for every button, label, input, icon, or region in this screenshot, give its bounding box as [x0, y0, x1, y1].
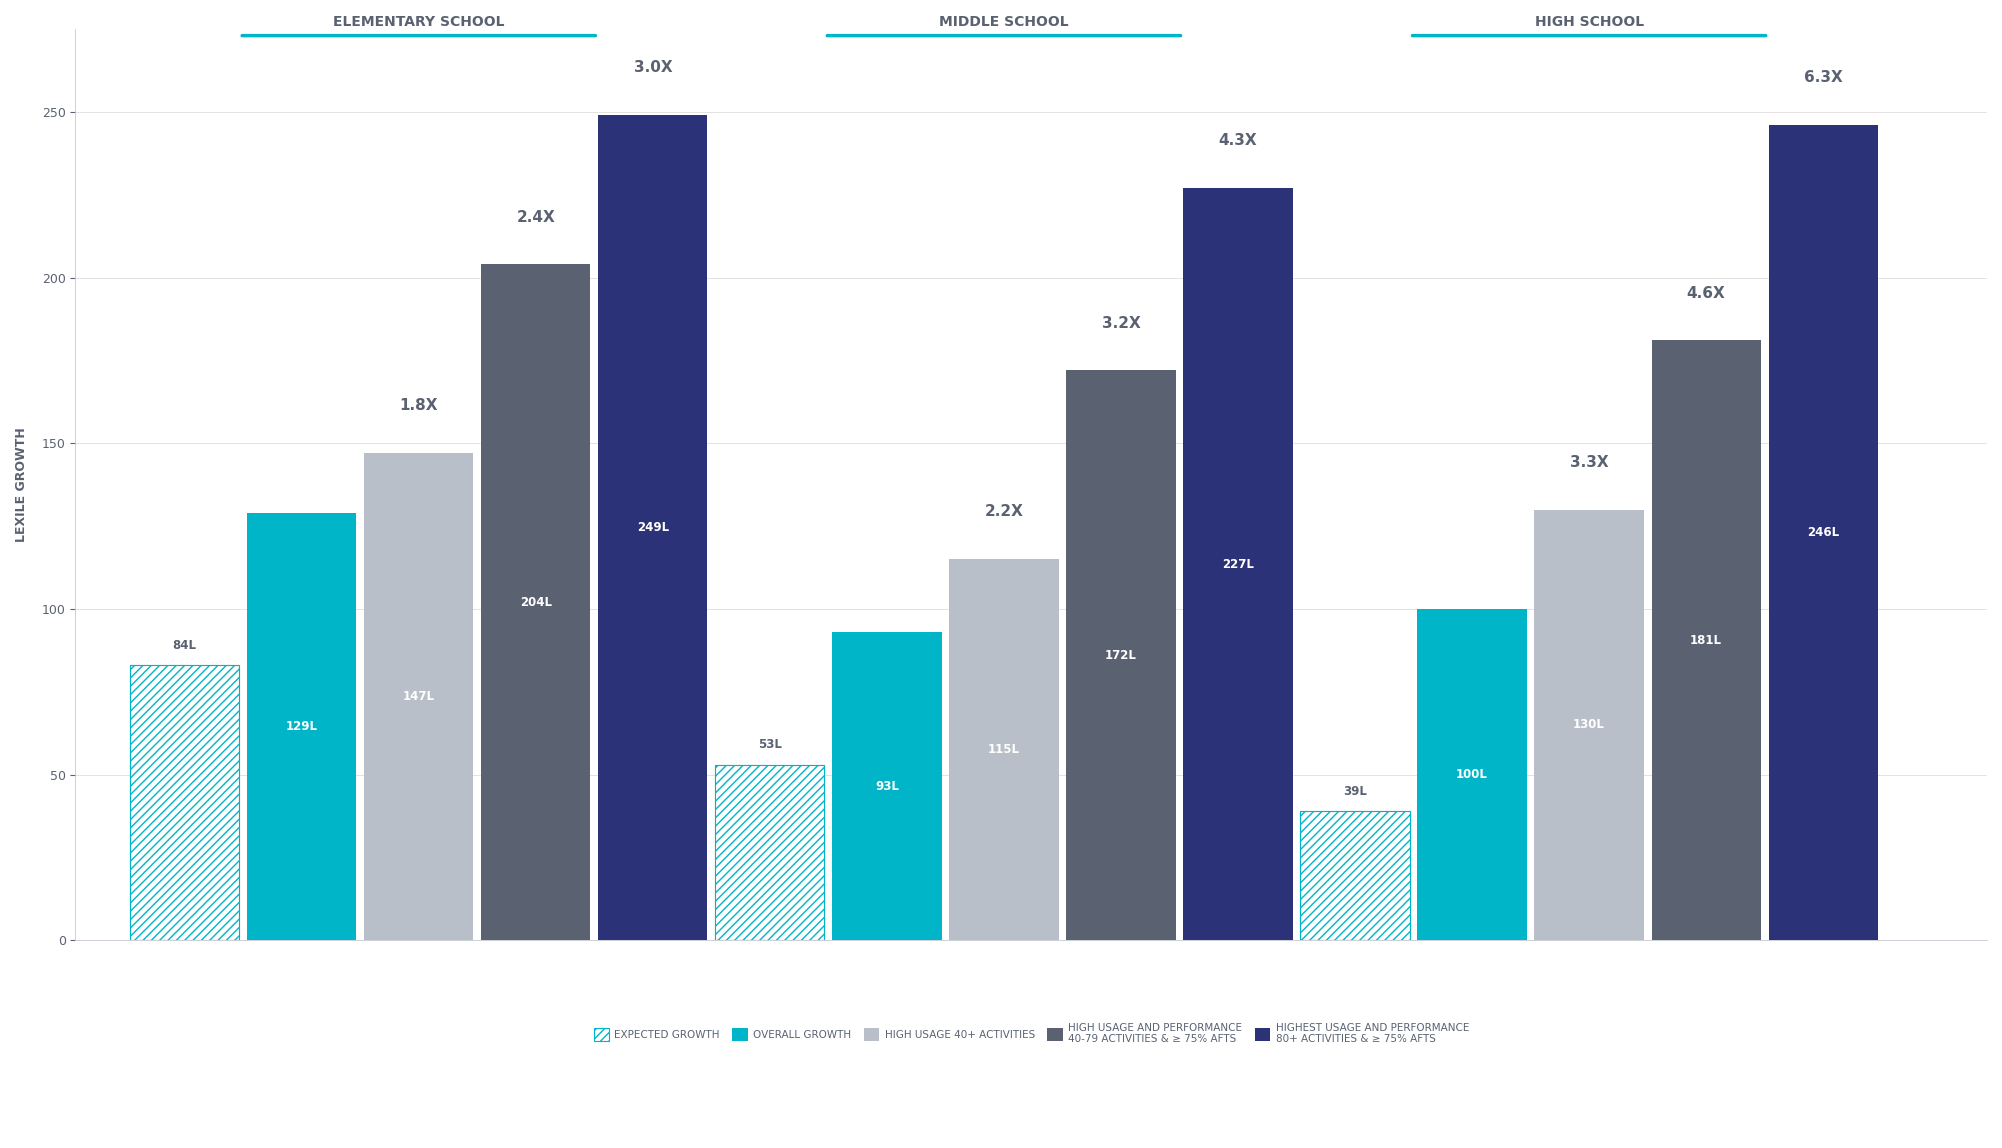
Text: 3.0X: 3.0X: [633, 61, 673, 76]
Bar: [715, 765, 825, 940]
Text: 4.6X: 4.6X: [1688, 286, 1726, 301]
Text: 2.2X: 2.2X: [985, 504, 1023, 519]
Y-axis label: LEXILE GROWTH: LEXILE GROWTH: [14, 427, 28, 542]
Text: 130L: 130L: [1574, 719, 1606, 731]
Text: 3.3X: 3.3X: [1570, 455, 1608, 470]
Text: 53L: 53L: [759, 738, 783, 752]
Bar: [1652, 341, 1760, 940]
Text: 115L: 115L: [987, 743, 1019, 757]
Text: ELEMENTARY SCHOOL: ELEMENTARY SCHOOL: [332, 15, 505, 29]
Bar: [1183, 188, 1293, 940]
Text: 172L: 172L: [1105, 649, 1137, 661]
Text: 204L: 204L: [521, 596, 553, 608]
Legend: EXPECTED GROWTH, OVERALL GROWTH, HIGH USAGE 40+ ACTIVITIES, HIGH USAGE AND PERFO: EXPECTED GROWTH, OVERALL GROWTH, HIGH US…: [593, 1023, 1469, 1045]
Bar: [1534, 510, 1644, 940]
Text: 39L: 39L: [1343, 785, 1367, 798]
Text: 227L: 227L: [1221, 558, 1253, 571]
Text: 249L: 249L: [637, 521, 669, 534]
Bar: [1768, 125, 1878, 940]
Text: 93L: 93L: [875, 779, 899, 793]
Bar: [1301, 810, 1409, 940]
Text: 100L: 100L: [1455, 768, 1487, 781]
Bar: [130, 665, 240, 940]
Bar: [949, 559, 1059, 940]
Text: 4.3X: 4.3X: [1219, 133, 1257, 148]
Bar: [364, 453, 472, 940]
Bar: [130, 665, 240, 940]
Text: 6.3X: 6.3X: [1804, 70, 1842, 85]
Text: 147L: 147L: [402, 690, 434, 704]
Text: 84L: 84L: [172, 639, 196, 652]
Text: 246L: 246L: [1808, 526, 1840, 540]
Text: 1.8X: 1.8X: [400, 398, 438, 413]
Text: 129L: 129L: [286, 720, 318, 734]
Bar: [599, 115, 707, 940]
Bar: [833, 633, 941, 940]
Bar: [1067, 371, 1175, 940]
Bar: [1417, 608, 1528, 940]
Text: MIDDLE SCHOOL: MIDDLE SCHOOL: [939, 15, 1069, 29]
Text: 3.2X: 3.2X: [1101, 316, 1141, 331]
Bar: [246, 513, 356, 940]
Text: 2.4X: 2.4X: [517, 210, 555, 225]
Bar: [715, 765, 825, 940]
Bar: [1301, 810, 1409, 940]
Text: HIGH SCHOOL: HIGH SCHOOL: [1534, 15, 1644, 29]
Text: 181L: 181L: [1690, 634, 1722, 646]
Bar: [480, 264, 591, 940]
